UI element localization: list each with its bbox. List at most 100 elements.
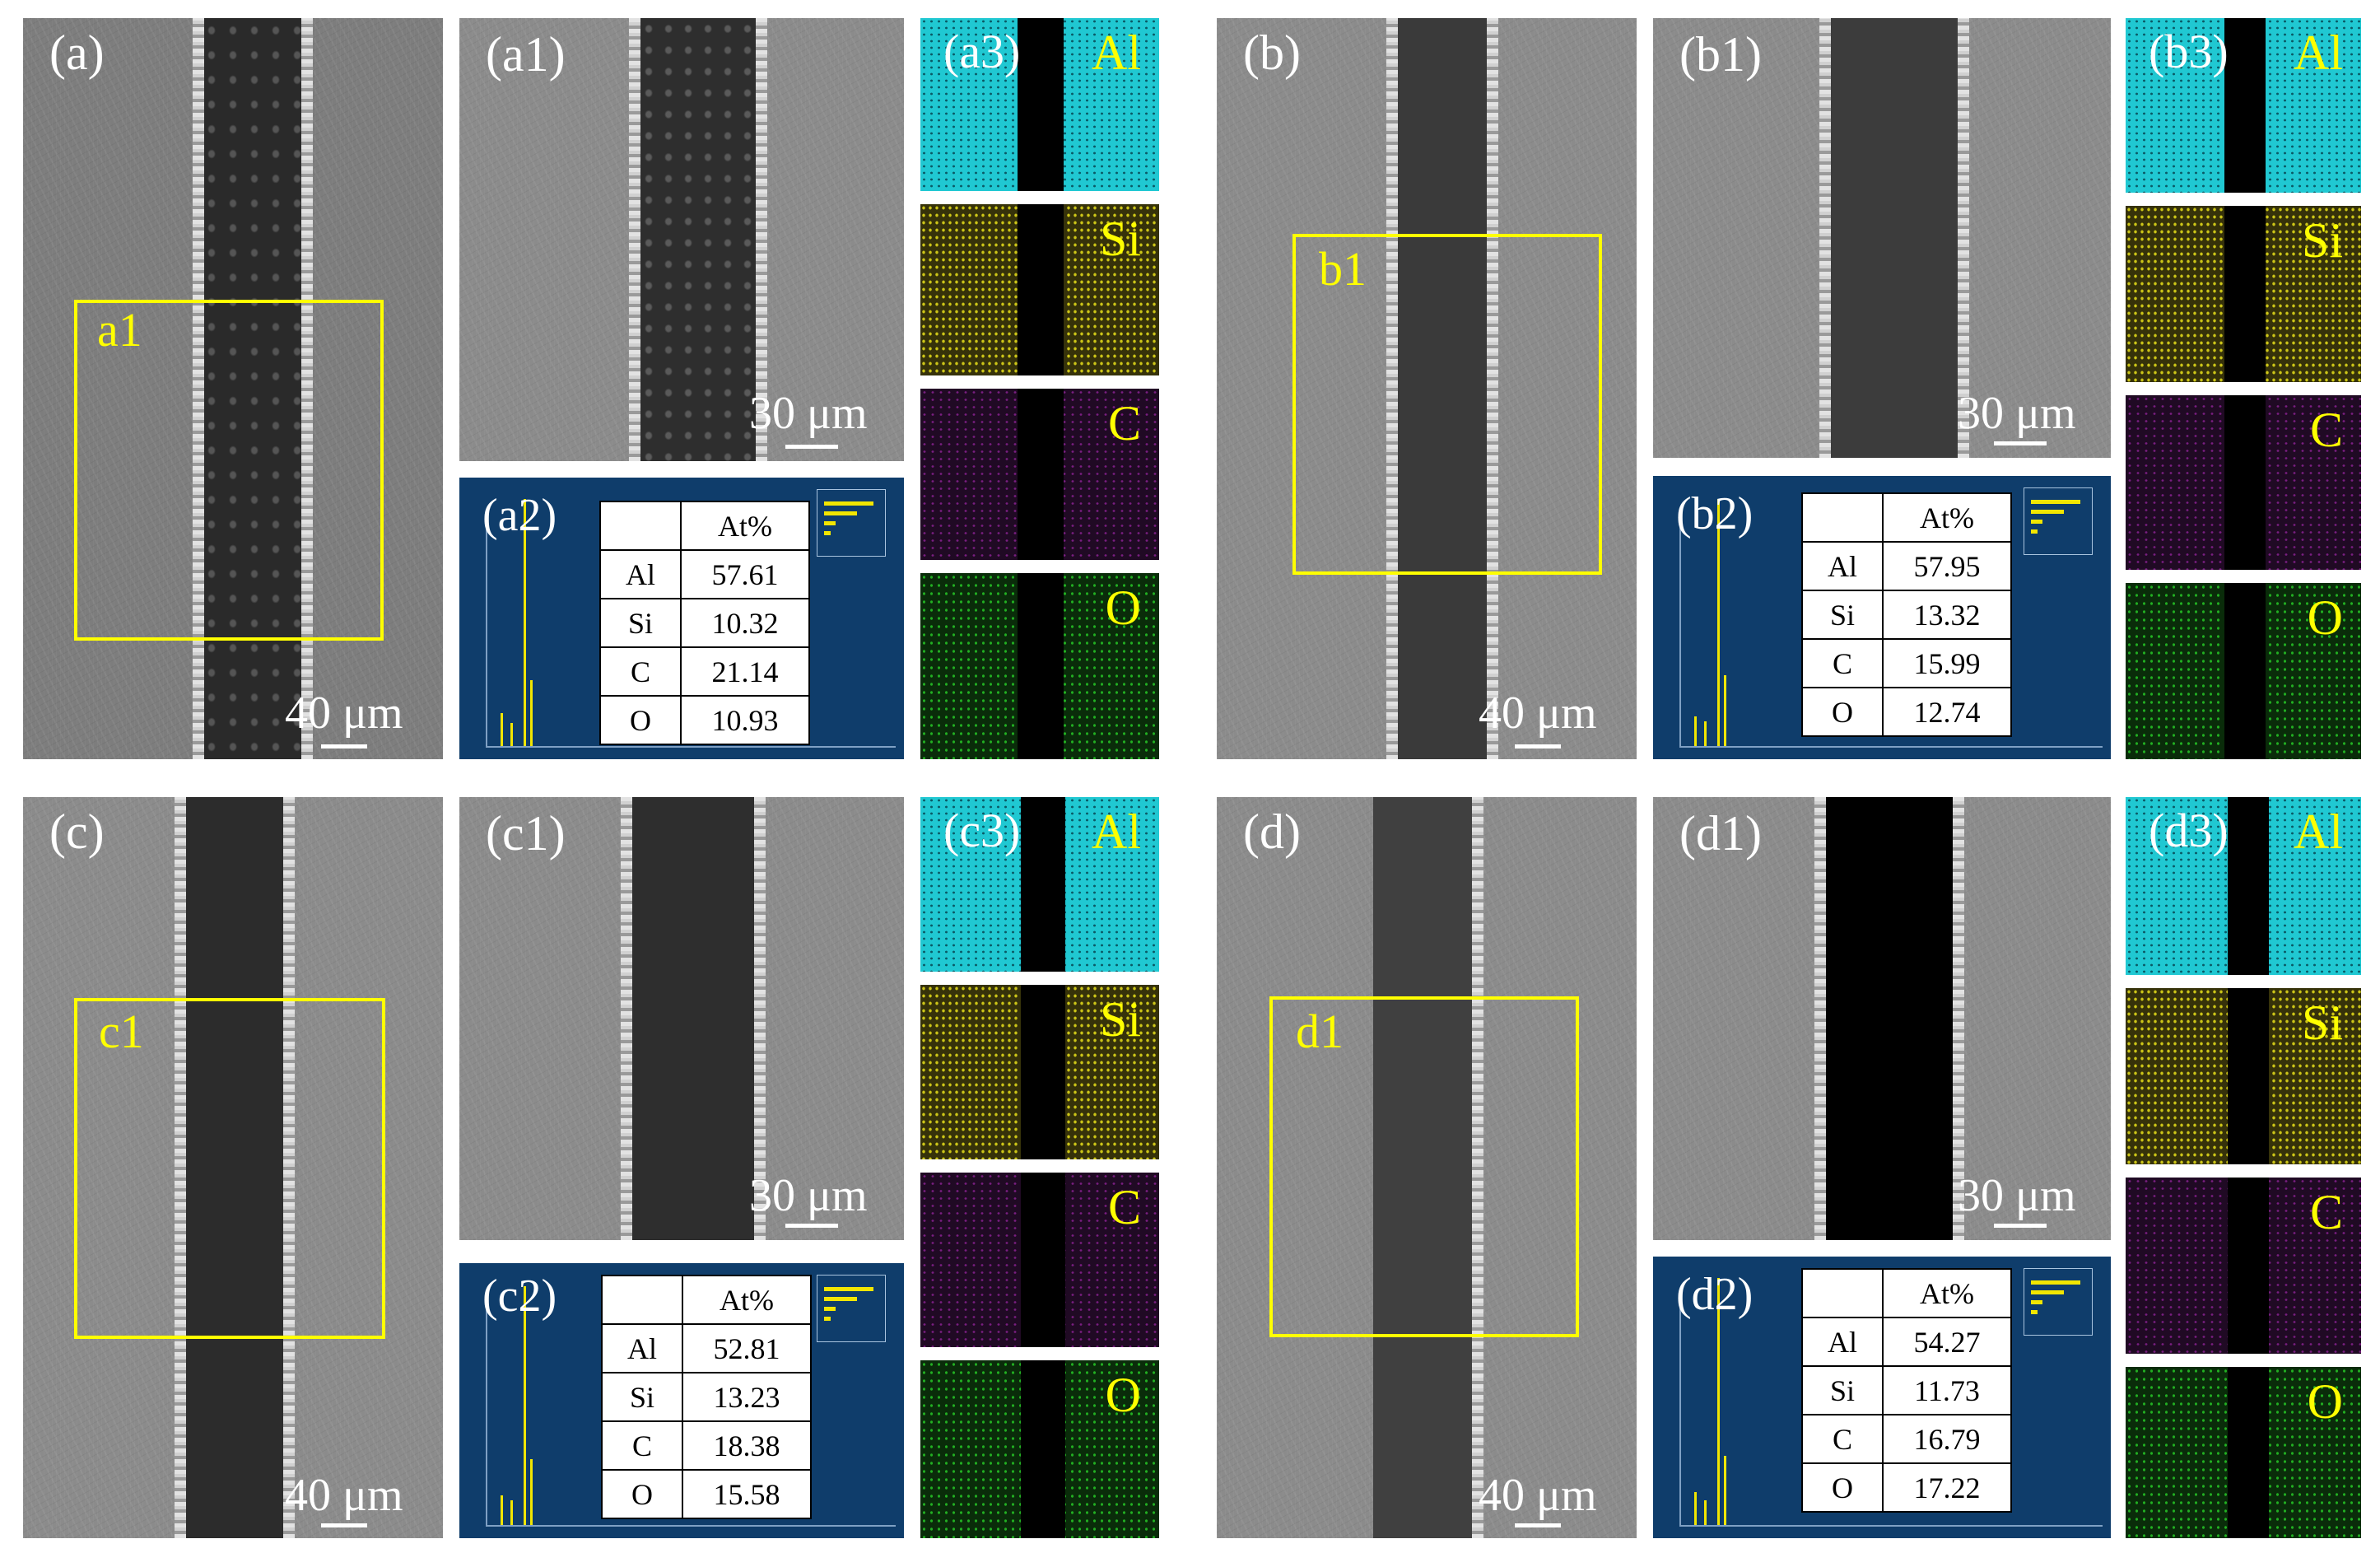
value-cell: 10.32 bbox=[680, 598, 810, 648]
panel-label: (b2) bbox=[1676, 488, 1754, 539]
spectrum-peak bbox=[1717, 499, 1720, 746]
spectrum-legend bbox=[817, 489, 886, 557]
spectrum-peak bbox=[524, 1286, 526, 1525]
element-label: Si bbox=[1099, 212, 1141, 266]
eds-map-c-a3: C bbox=[920, 389, 1159, 560]
element-cell: C bbox=[601, 1420, 683, 1471]
element-cell: Si bbox=[1801, 590, 1884, 640]
scale-bar bbox=[321, 1523, 367, 1527]
composition-table: At% Al 57.61 Si 10.32 C 21.14 O 10.93 bbox=[599, 501, 810, 745]
table-header-blank bbox=[601, 1275, 683, 1325]
spectrum-peak bbox=[1704, 1500, 1707, 1525]
zoom-region-box bbox=[1269, 996, 1579, 1337]
eds-map-al-a3: (a3) Al bbox=[920, 18, 1159, 191]
value-cell: 52.81 bbox=[682, 1323, 812, 1373]
table-row: At% bbox=[599, 501, 810, 551]
channel-gap bbox=[1018, 18, 1064, 191]
element-cell: C bbox=[1801, 1414, 1884, 1464]
channel-gap bbox=[2228, 1178, 2269, 1354]
table-row: Si 11.73 bbox=[1801, 1365, 2012, 1415]
spectrum-peak bbox=[1704, 721, 1707, 746]
zoom-region-box bbox=[74, 998, 385, 1339]
spectrum-peak bbox=[530, 1459, 533, 1525]
value-cell: 11.73 bbox=[1882, 1365, 2012, 1415]
eds-map-o-c3: O bbox=[920, 1360, 1159, 1538]
spectrum-legend bbox=[817, 1275, 886, 1342]
spectrum-peak bbox=[530, 680, 533, 746]
element-label: C bbox=[1107, 1180, 1141, 1234]
scale-bar bbox=[1515, 1523, 1561, 1527]
eds-map-c-c3: C bbox=[920, 1173, 1159, 1347]
element-cell: Si bbox=[599, 598, 682, 648]
panel-label: (c) bbox=[49, 804, 105, 859]
element-label: O bbox=[2307, 590, 2343, 645]
spectrum-y-axis bbox=[1679, 509, 1681, 748]
channel-edge bbox=[1958, 18, 1969, 458]
channel-edge bbox=[1953, 797, 1964, 1240]
channel-groove bbox=[1821, 797, 1958, 1240]
table-header: At% bbox=[680, 501, 810, 551]
scale-bar bbox=[785, 1224, 838, 1228]
scale-label: 40 μm bbox=[285, 688, 403, 739]
spectrum-peak bbox=[510, 1500, 513, 1525]
channel-groove bbox=[1373, 797, 1477, 1538]
eds-spectrum-panel-b2: (b2) At% Al 57.95 Si 13.32 C 15.99 O 12.74 bbox=[1653, 476, 2111, 759]
channel-edge bbox=[283, 797, 295, 1538]
spectrum-peak bbox=[1724, 675, 1726, 746]
table-row: Al 57.61 bbox=[599, 549, 810, 599]
zoom-region-box bbox=[1292, 234, 1602, 575]
eds-spectrum-panel-d2: (d2) At% Al 54.27 Si 11.73 C 16.79 O 17.22 bbox=[1653, 1257, 2111, 1538]
eds-map-al-d3: (d3) Al bbox=[2126, 797, 2361, 975]
element-cell: Si bbox=[601, 1372, 683, 1422]
panel-label: (c1) bbox=[486, 806, 566, 860]
element-label: Si bbox=[2301, 996, 2343, 1050]
channel-edge bbox=[621, 797, 632, 1240]
sem-zoom-panel-b1: (b1) 30 μm bbox=[1653, 18, 2111, 458]
panel-label: (d) bbox=[1243, 804, 1301, 859]
channel-gap bbox=[2224, 395, 2266, 570]
spectrum-peak bbox=[501, 1495, 503, 1525]
table-row: C 21.14 bbox=[599, 646, 810, 697]
zoom-region-label: b1 bbox=[1319, 242, 1367, 296]
channel-gap bbox=[2224, 206, 2266, 382]
zoom-region-label: d1 bbox=[1296, 1005, 1344, 1058]
eds-map-si-b3: Si bbox=[2126, 206, 2361, 382]
sem-zoom-panel-a1: (a1) 30 μm bbox=[459, 18, 904, 461]
channel-groove bbox=[1826, 18, 1963, 458]
table-row: Al 52.81 bbox=[601, 1323, 812, 1373]
element-cell: O bbox=[1801, 1462, 1884, 1513]
table-row: At% bbox=[1801, 492, 2012, 543]
channel-gap bbox=[2228, 797, 2269, 975]
table-row: O 10.93 bbox=[599, 695, 810, 745]
panel-label: (b1) bbox=[1679, 27, 1762, 82]
element-label: C bbox=[2309, 1185, 2343, 1239]
eds-map-o-a3: O bbox=[920, 573, 1159, 759]
scale-label: 40 μm bbox=[1479, 688, 1597, 739]
channel-gap bbox=[1018, 389, 1064, 560]
element-cell: O bbox=[599, 695, 682, 745]
spectrum-peak bbox=[524, 499, 526, 746]
eds-spectrum-panel-a2: (a2) At% Al 57.61 Si 10.32 C 21.14 O 10.93 bbox=[459, 478, 904, 759]
channel-edge bbox=[754, 797, 766, 1240]
scale-bar bbox=[1994, 441, 2047, 445]
eds-spectrum-panel-c2: (c2) At% Al 52.81 Si 13.23 C 18.38 O 15.58 bbox=[459, 1263, 904, 1538]
value-cell: 57.61 bbox=[680, 549, 810, 599]
channel-edge bbox=[193, 18, 204, 759]
panel-label: (a3) bbox=[943, 25, 1021, 78]
table-header-blank bbox=[1801, 492, 1884, 543]
element-label: O bbox=[1105, 1368, 1141, 1422]
channel-edge bbox=[1472, 797, 1483, 1538]
spectrum-x-axis bbox=[1679, 1525, 2103, 1527]
eds-map-si-c3: Si bbox=[920, 985, 1159, 1159]
element-cell: Al bbox=[1801, 1317, 1884, 1367]
scale-bar bbox=[1994, 1224, 2047, 1228]
composition-table: At% Al 57.95 Si 13.32 C 15.99 O 12.74 bbox=[1801, 492, 2012, 737]
zoom-region-box bbox=[74, 300, 384, 641]
value-cell: 12.74 bbox=[1882, 687, 2012, 737]
spectrum-x-axis bbox=[1679, 746, 2103, 748]
element-cell: C bbox=[1801, 638, 1884, 688]
panel-label: (a2) bbox=[482, 490, 557, 541]
channel-edge bbox=[756, 18, 767, 461]
panel-label: (b3) bbox=[2149, 25, 2229, 78]
sem-main-panel-b: (b) b1 40 μm bbox=[1217, 18, 1637, 759]
